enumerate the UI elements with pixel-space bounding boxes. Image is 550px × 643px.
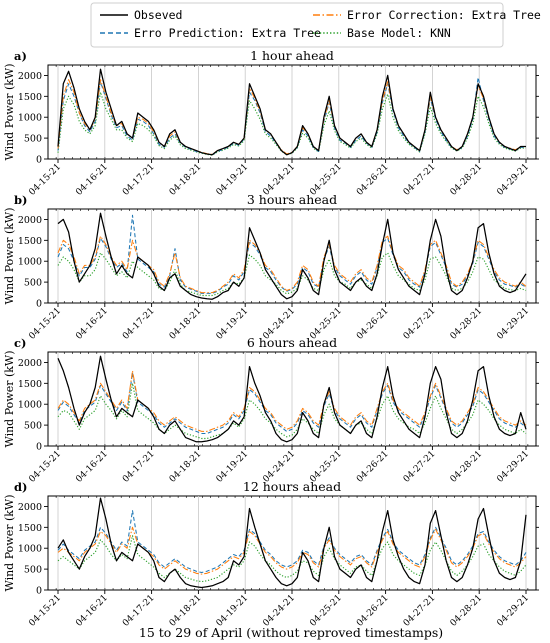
panel-title: 6 hours ahead <box>247 335 337 350</box>
legend-label: Error Correction: Extra Tree <box>347 8 541 22</box>
y-tick-label: 0 <box>36 442 42 453</box>
x-tick-label: 04-19-21 <box>215 306 251 342</box>
y-axis-label: Wind Power (kW) <box>3 350 16 447</box>
y-tick-label: 1500 <box>18 523 42 534</box>
panel-letter: d) <box>14 480 27 494</box>
x-tick-label: 04-28-21 <box>449 593 485 629</box>
x-tick-label: 04-15-21 <box>27 162 63 198</box>
panel-letter: b) <box>14 193 27 207</box>
panel-2: 04-15-21 04-16-21 04-17-21 04-18-21 04-19-21… <box>3 192 539 342</box>
x-tick-label: 04-28-21 <box>449 306 485 342</box>
y-axis-label: Wind Power (kW) <box>3 494 16 591</box>
y-tick-label: 1500 <box>18 236 42 247</box>
x-tick-label: 04-16-21 <box>74 162 110 198</box>
panel-3: 04-15-21 04-16-21 04-17-21 04-18-21 04-19-21… <box>3 335 539 485</box>
x-tick-label: 04-17-21 <box>121 593 157 629</box>
x-tick-label: 04-25-21 <box>308 593 344 629</box>
y-tick-label: 0 <box>36 155 42 166</box>
x-tick-label: 04-19-21 <box>215 593 251 629</box>
series-line-error-correction-extra-tree <box>57 370 527 432</box>
series-line-erro-prediction-extra-tree <box>57 372 527 435</box>
x-tick-label: 04-29-21 <box>495 449 531 485</box>
y-tick-label: 1000 <box>18 544 42 555</box>
x-tick-label: 04-24-21 <box>261 593 297 629</box>
series-line-obseved <box>57 497 527 589</box>
x-tick-label: 04-29-21 <box>495 593 531 629</box>
x-tick-label: 04-16-21 <box>74 306 110 342</box>
x-tick-label: 04-15-21 <box>27 306 63 342</box>
y-tick-label: 1500 <box>18 92 42 103</box>
x-tick-label: 04-28-21 <box>449 449 485 485</box>
x-tick-label: 04-18-21 <box>168 162 204 198</box>
y-axis-label: Wind Power (kW) <box>3 207 16 304</box>
series-line-error-correction-extra-tree <box>57 235 527 294</box>
y-tick-label: 2000 <box>18 71 42 82</box>
y-tick-label: 500 <box>24 134 42 145</box>
x-tick-label: 04-18-21 <box>168 306 204 342</box>
panel-letter: c) <box>14 336 26 350</box>
y-tick-label: 2000 <box>18 358 42 369</box>
y-tick-label: 500 <box>24 565 42 576</box>
series-line-erro-prediction-extra-tree <box>57 510 527 574</box>
y-tick-label: 0 <box>36 299 42 310</box>
x-tick-label: 04-26-21 <box>355 593 391 629</box>
x-tick-label: 04-18-21 <box>168 449 204 485</box>
legend-label: Obseved <box>134 8 182 22</box>
x-tick-label: 04-16-21 <box>74 593 110 629</box>
chart-panels: 04-15-21 04-16-21 04-17-21 04-18-21 04-19-21… <box>3 48 539 629</box>
y-tick-label: 2000 <box>18 502 42 513</box>
legend-label: Erro Prediction: Extra Tree <box>134 26 321 40</box>
x-tick-label: 04-17-21 <box>121 162 157 198</box>
x-axis-label: 15 to 29 of April (without reproved time… <box>139 625 443 640</box>
panel-title: 1 hour ahead <box>250 48 334 63</box>
x-tick-label: 04-28-21 <box>449 162 485 198</box>
panel-4: 04-15-21 04-16-21 04-17-21 04-18-21 04-19-21… <box>3 479 539 629</box>
series-line-base-model-knn <box>57 382 527 440</box>
series-line-obseved <box>57 355 527 443</box>
legend-label: Base Model: KNN <box>347 26 451 40</box>
x-tick-label: 04-27-21 <box>402 449 438 485</box>
series-line-error-correction-extra-tree <box>57 526 527 575</box>
y-tick-label: 2000 <box>18 215 42 226</box>
y-tick-label: 500 <box>24 278 42 289</box>
panel-1: 04-15-21 04-16-21 04-17-21 04-18-21 04-19-21… <box>3 48 539 198</box>
y-tick-label: 0 <box>36 586 42 597</box>
x-tick-label: 04-16-21 <box>74 449 110 485</box>
x-tick-label: 04-26-21 <box>355 306 391 342</box>
panel-title: 3 hours ahead <box>247 192 337 207</box>
y-tick-label: 1000 <box>18 257 42 268</box>
y-tick-label: 1500 <box>18 379 42 390</box>
legend: Obseved Error Correction: Extra Tree Erro … <box>90 2 541 48</box>
x-tick-label: 04-27-21 <box>402 162 438 198</box>
y-tick-label: 500 <box>24 421 42 432</box>
x-tick-label: 04-17-21 <box>121 306 157 342</box>
x-tick-label: 04-15-21 <box>27 449 63 485</box>
x-tick-label: 04-27-21 <box>402 306 438 342</box>
legend-frame <box>90 2 504 48</box>
series-line-obseved <box>57 212 527 300</box>
x-tick-label: 04-27-21 <box>402 593 438 629</box>
y-tick-label: 1000 <box>18 113 42 124</box>
y-tick-label: 1000 <box>18 400 42 411</box>
panel-letter: a) <box>14 49 27 63</box>
x-tick-label: 04-29-21 <box>495 306 531 342</box>
panel-title: 12 hours ahead <box>243 479 341 494</box>
x-tick-label: 04-26-21 <box>355 449 391 485</box>
x-tick-label: 04-15-21 <box>27 593 63 629</box>
x-tick-label: 04-18-21 <box>168 593 204 629</box>
x-tick-label: 04-29-21 <box>495 162 531 198</box>
y-axis-label: Wind Power (kW) <box>3 63 16 160</box>
x-tick-label: 04-19-21 <box>215 162 251 198</box>
x-tick-label: 04-17-21 <box>121 449 157 485</box>
series-line-obseved <box>57 68 526 156</box>
x-tick-label: 04-26-21 <box>355 162 391 198</box>
